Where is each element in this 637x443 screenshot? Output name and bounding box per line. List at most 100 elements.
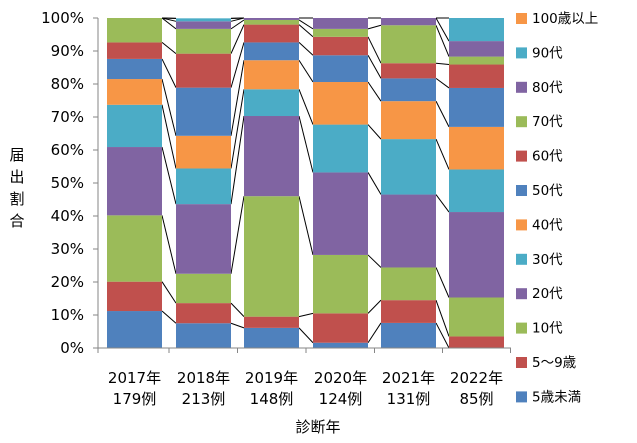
series-connector-line [230, 19, 245, 30]
bar-segment [107, 104, 162, 148]
legend-swatch [516, 185, 527, 196]
legend-item: 5歳未満 [516, 389, 581, 405]
legend-swatch [516, 47, 527, 59]
legend-label: 5～9歳 [532, 355, 577, 371]
bar-segment [244, 89, 299, 117]
x-category-count: 179例 [113, 390, 157, 408]
legend-label: 40代 [532, 217, 563, 233]
legend-label: 20代 [532, 286, 563, 302]
x-category-count: 148例 [250, 390, 294, 408]
series-connector-line [435, 299, 450, 337]
bar-segment [176, 323, 231, 348]
bar-segment [176, 135, 231, 169]
series-connector-line [161, 146, 177, 205]
bar-segment [449, 169, 504, 213]
bar-segment [176, 18, 231, 22]
x-category-year: 2022年 [450, 369, 503, 387]
series-connector-line [298, 42, 314, 56]
series-connector-line [230, 115, 245, 205]
series-connector-line [230, 24, 245, 54]
series-connector-line [161, 78, 177, 136]
series-connector-line [435, 138, 450, 170]
series-connector-line [298, 196, 314, 256]
legend-label: 50代 [532, 183, 563, 199]
bar-segment [176, 273, 231, 304]
bar-segment [313, 124, 368, 173]
bar-segment [107, 311, 162, 348]
bar-segment [313, 28, 368, 37]
y-axis-title-char: 合 [9, 212, 24, 230]
y-tick-label: 10% [51, 306, 84, 324]
bar-segment [244, 42, 299, 61]
y-tick-label: 80% [51, 75, 84, 93]
bar-segment [313, 82, 368, 125]
legend-item: 70代 [516, 114, 563, 130]
bar-segment [449, 126, 504, 170]
series-connector-line [161, 17, 177, 30]
legend-label: 5歳未満 [532, 389, 581, 405]
bar-segment [244, 316, 299, 328]
bar-segment [244, 18, 299, 20]
legend-item: 20代 [516, 286, 563, 302]
bar-segment [107, 147, 162, 216]
legend-item: 100歳以上 [516, 11, 598, 27]
bar-segment [381, 194, 436, 268]
series-connector-line [367, 36, 382, 64]
series-connector-line [367, 55, 382, 79]
legend-item: 5～9歳 [516, 355, 577, 371]
series-connector-line [298, 115, 314, 173]
series-connector-line [230, 89, 245, 169]
bar-segment [449, 56, 504, 65]
x-category-year: 2018年 [177, 369, 230, 387]
series-connector-line [230, 322, 245, 329]
x-category-year: 2019年 [245, 369, 298, 387]
bar-segment [381, 101, 436, 140]
legend-swatch [516, 116, 527, 128]
bar-segment [313, 342, 368, 348]
bar-segment [107, 58, 162, 80]
x-category-count: 124例 [319, 390, 363, 408]
x-category-year: 2017年 [108, 369, 161, 387]
bar-segment [313, 172, 368, 255]
series-connector-line [435, 62, 450, 66]
y-axis-title-char: 割 [9, 190, 24, 208]
bar-segment [381, 267, 436, 301]
series-connector-line [230, 42, 245, 88]
series-connector-line [298, 24, 314, 38]
x-category-labels: 2017年 179例 2018年 213例 2019年 148例 2020年 124例 2021… [108, 369, 503, 408]
bars [107, 18, 504, 348]
x-category-count: 85例 [459, 390, 493, 408]
legend-swatch [516, 219, 527, 231]
y-axis-title-char: 出 [9, 168, 24, 186]
bar-segment [449, 64, 504, 88]
bar-segment [381, 25, 436, 64]
series-connector-line [367, 24, 382, 30]
series-connector-line [298, 59, 314, 83]
bar-segment [449, 336, 504, 348]
series-connector-line [161, 310, 177, 324]
bar-segment [176, 168, 231, 205]
bar-segment [107, 215, 162, 282]
y-tick-label: 70% [51, 108, 84, 126]
legend-item: 60代 [516, 149, 563, 165]
connector-lines [161, 17, 450, 349]
bar-segment [381, 300, 436, 323]
bar-segment [381, 18, 436, 26]
y-tick-label: 0% [60, 339, 84, 357]
legend-item: 10代 [516, 321, 563, 337]
legend-item: 80代 [516, 80, 563, 96]
series-connector-line [367, 172, 382, 195]
legend-swatch [516, 81, 527, 93]
axes [93, 17, 511, 353]
bar-segment [176, 87, 231, 136]
x-category-year: 2021年 [382, 369, 435, 387]
y-axis-title-char: 届 [9, 146, 24, 164]
legend-item: 50代 [516, 183, 563, 199]
series-connector-line [298, 19, 314, 30]
bar-segment [449, 212, 504, 298]
legend-label: 90代 [532, 45, 563, 61]
x-category-count: 131例 [387, 390, 431, 408]
x-category-year: 2020年 [314, 369, 367, 387]
legend-item: 40代 [516, 217, 563, 233]
legend-item: 30代 [516, 252, 563, 268]
